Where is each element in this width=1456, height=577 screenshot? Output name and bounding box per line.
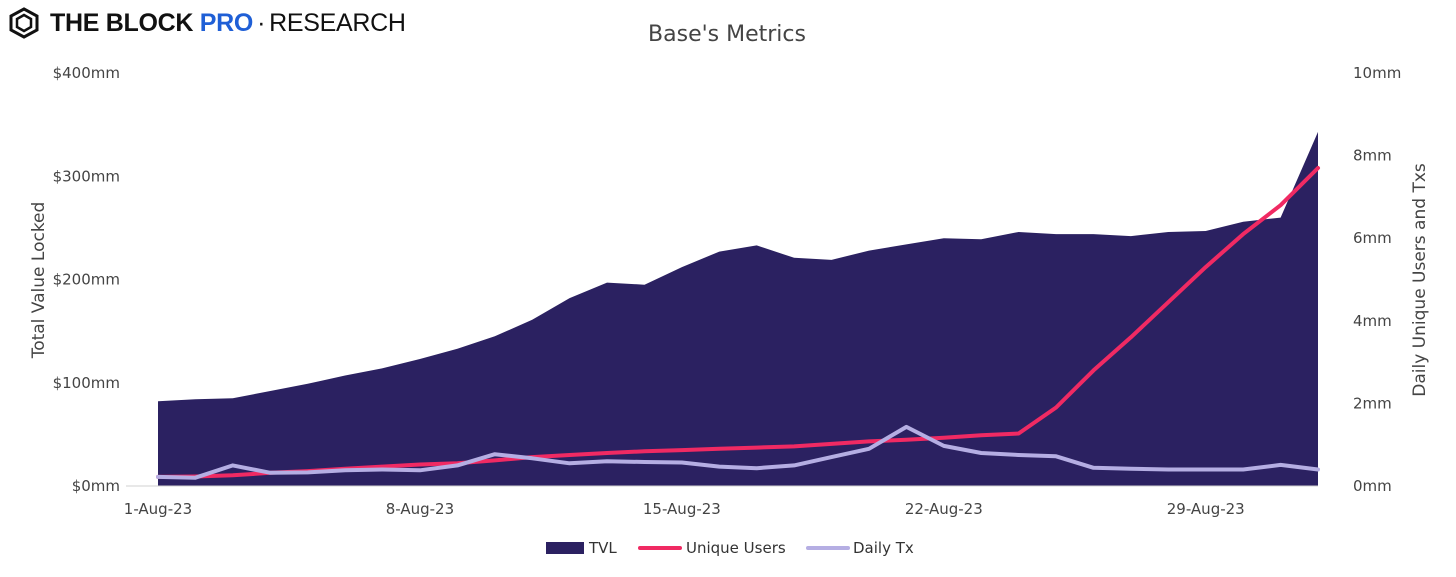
x-tick-label: 15-Aug-23: [643, 500, 721, 518]
right-tick-label: 10mm: [1353, 64, 1401, 82]
right-tick-label: 2mm: [1353, 394, 1392, 412]
right-axis: 0mm 2mm 4mm 6mm 8mm 10mm: [1353, 64, 1401, 495]
legend-item-daily-tx: Daily Tx: [806, 539, 914, 557]
right-tick-label: 6mm: [1353, 229, 1392, 247]
x-tick-label: 8-Aug-23: [386, 500, 454, 518]
legend-label: TVL: [588, 539, 617, 557]
legend-label: Daily Tx: [853, 539, 914, 557]
x-axis: 1-Aug-23 8-Aug-23 15-Aug-23 22-Aug-23 29-Aug…: [124, 485, 1318, 518]
left-axis: $0mm $100mm $200mm $300mm $400mm: [53, 64, 120, 495]
x-tick-label: 1-Aug-23: [124, 500, 192, 518]
legend-label: Unique Users: [686, 539, 786, 557]
legend-item-tvl: TVL: [546, 539, 617, 557]
series-tvl-area: [158, 131, 1318, 486]
right-tick-label: 4mm: [1353, 312, 1392, 330]
right-tick-label: 0mm: [1353, 477, 1392, 495]
left-tick-label: $300mm: [53, 167, 120, 185]
legend-item-unique-users: Unique Users: [638, 539, 786, 557]
brand-wordmark: THE BLOCK PRO · RESEARCH: [50, 9, 406, 38]
left-tick-label: $0mm: [72, 477, 120, 495]
left-axis-label: Total Value Locked: [29, 202, 49, 360]
brand-research: RESEARCH: [269, 8, 406, 37]
brand-pro: PRO: [199, 8, 254, 37]
series-daily-tx-line: [156, 424, 1320, 480]
brand-separator: ·: [257, 8, 266, 37]
legend-swatch: [546, 542, 584, 554]
left-tick-label: $100mm: [53, 374, 120, 392]
x-tick-label: 22-Aug-23: [905, 500, 983, 518]
the-block-logo-icon: [9, 7, 39, 39]
x-tick-label: 29-Aug-23: [1167, 500, 1245, 518]
legend: TVL Unique Users Daily Tx: [546, 539, 914, 557]
left-tick-label: $400mm: [53, 64, 120, 82]
right-tick-label: 8mm: [1353, 147, 1392, 165]
left-tick-label: $200mm: [53, 271, 120, 289]
plot-area: [156, 131, 1320, 486]
brand-header: THE BLOCK PRO · RESEARCH: [8, 6, 406, 40]
right-axis-label: Daily Unique Users and Txs: [1410, 163, 1430, 397]
brand-the-block: THE BLOCK: [50, 8, 194, 37]
chart-title: Base's Metrics: [648, 22, 806, 47]
